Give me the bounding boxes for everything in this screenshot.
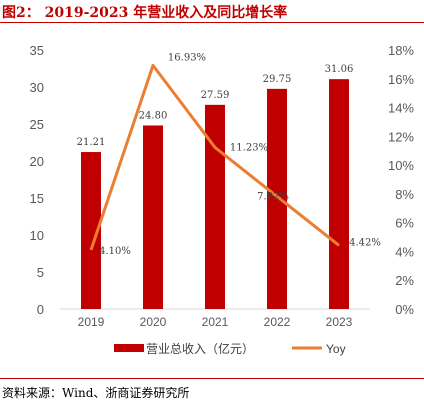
right-tick-label: 4% bbox=[395, 244, 414, 259]
right-tick-label: 10% bbox=[388, 158, 414, 173]
x-tick-2020: 2020 bbox=[140, 315, 167, 329]
x-tick-2023: 2023 bbox=[326, 315, 353, 329]
left-tick-label: 5 bbox=[37, 265, 44, 280]
x-tick-2022: 2022 bbox=[264, 315, 291, 329]
bar-2019 bbox=[81, 152, 101, 309]
left-tick-label: 25 bbox=[30, 117, 44, 132]
bar-label-2019: 21.21 bbox=[77, 137, 106, 148]
line-label-2020: 16.93% bbox=[168, 52, 206, 63]
line-label-2021: 11.23% bbox=[230, 142, 268, 153]
bar-label-2020: 24.80 bbox=[139, 110, 168, 121]
x-tick-2019: 2019 bbox=[78, 315, 105, 329]
bar-label-2023: 31.06 bbox=[325, 64, 354, 75]
line-label-2022: 7.82% bbox=[257, 191, 289, 202]
source-note: 资料来源：Wind、浙商证券研究所 bbox=[2, 386, 190, 400]
bar-2022 bbox=[267, 88, 287, 309]
legend-swatch-revenue bbox=[114, 344, 144, 352]
right-tick-label: 16% bbox=[388, 72, 414, 87]
bar-data-labels: 21.21 24.80 27.59 29.75 31.06 bbox=[77, 64, 354, 148]
yoy-line bbox=[89, 63, 340, 251]
right-tick-label: 18% bbox=[388, 43, 414, 58]
line-label-2019: 4.10% bbox=[99, 246, 131, 257]
left-tick-label: 10 bbox=[30, 228, 44, 243]
legend: 营业总收入（亿元） Yoy bbox=[114, 341, 346, 356]
bar-label-2022: 29.75 bbox=[263, 74, 292, 85]
legend-label-yoy: Yoy bbox=[326, 342, 346, 356]
x-axis-ticks: 2019 2020 2021 2022 2023 bbox=[78, 315, 353, 329]
left-tick-label: 35 bbox=[30, 43, 44, 58]
x-tick-2021: 2021 bbox=[202, 315, 229, 329]
bar-2020 bbox=[143, 125, 163, 309]
line-data-labels: 4.10% 16.93% 11.23% 7.82% 4.42% bbox=[99, 52, 381, 257]
legend-label-revenue: 营业总收入（亿元） bbox=[146, 341, 254, 356]
right-tick-label: 2% bbox=[395, 273, 414, 288]
bar-2023 bbox=[329, 79, 349, 309]
right-tick-label: 14% bbox=[388, 101, 414, 116]
footer-divider bbox=[0, 378, 424, 379]
line-label-2023: 4.42% bbox=[349, 237, 381, 248]
right-tick-label: 0% bbox=[395, 302, 414, 317]
bar-label-2021: 27.59 bbox=[201, 90, 230, 101]
right-tick-label: 8% bbox=[395, 187, 414, 202]
left-tick-label: 0 bbox=[37, 302, 44, 317]
right-axis-ticks: 0% 2% 4% 6% 8% 10% 12% 14% 16% 18% bbox=[388, 43, 414, 317]
left-tick-label: 20 bbox=[30, 154, 44, 169]
right-tick-label: 6% bbox=[395, 216, 414, 231]
left-axis-ticks: 0 5 10 15 20 25 30 35 bbox=[30, 43, 44, 317]
title-divider bbox=[0, 22, 424, 23]
left-tick-label: 15 bbox=[30, 191, 44, 206]
left-tick-label: 30 bbox=[30, 80, 44, 95]
right-tick-label: 12% bbox=[388, 129, 414, 144]
revenue-yoy-chart: 0 5 10 15 20 25 30 35 0% 2% 4% 6% 8% 10% 12% 14% 16% 18%… bbox=[30, 43, 415, 356]
bar-series bbox=[81, 79, 349, 309]
bar-2021 bbox=[205, 104, 225, 309]
figure-title: 图2： 2019-2023 年营业收入及同比增长率 bbox=[2, 5, 288, 21]
